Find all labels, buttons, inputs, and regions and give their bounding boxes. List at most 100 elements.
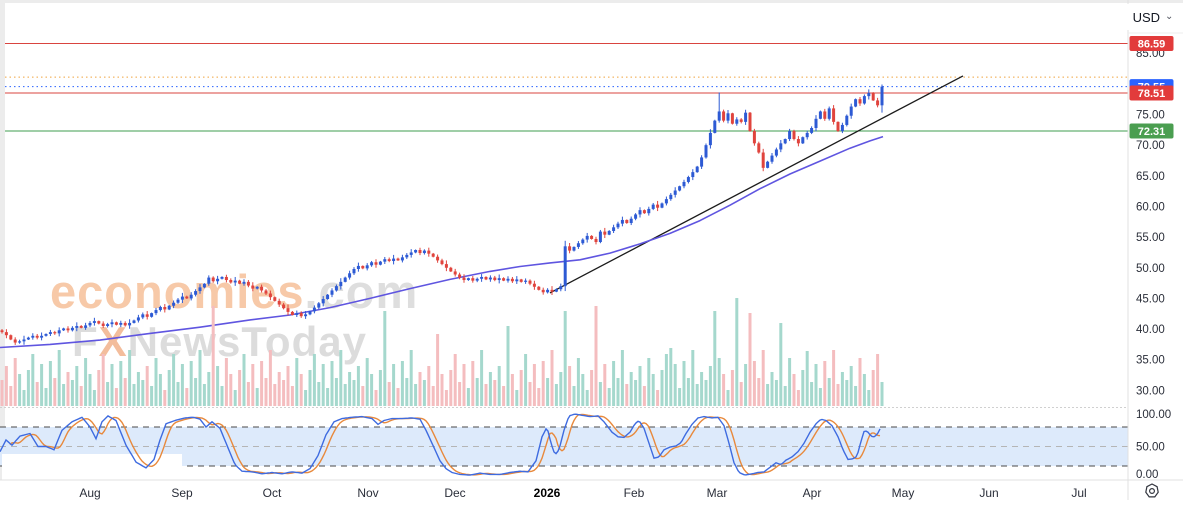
volume-bar <box>211 306 215 406</box>
candle-body <box>449 267 453 272</box>
volume-bar <box>836 384 840 406</box>
volume-bar <box>330 361 334 406</box>
candle-body <box>290 311 294 315</box>
candle-body <box>339 281 343 287</box>
candle-body <box>810 128 814 133</box>
candle-body <box>594 238 598 243</box>
candle-body <box>867 93 871 97</box>
candle-body <box>664 199 668 204</box>
volume-bar <box>440 374 444 406</box>
volume-bar <box>255 388 259 406</box>
price-badge <box>1129 85 1174 101</box>
candle-body <box>176 299 180 303</box>
candle-body <box>554 289 558 292</box>
candle-body <box>167 305 171 310</box>
x-axis-label-aug[interactable]: Aug <box>79 486 100 500</box>
volume-bar <box>154 358 158 406</box>
volume-bar <box>378 370 382 406</box>
candle-body <box>277 300 281 305</box>
x-axis-label-dec[interactable]: Dec <box>444 486 465 500</box>
volume-bar <box>57 350 61 406</box>
volume-bar <box>625 384 629 406</box>
candle-body <box>475 278 479 281</box>
volume-bar <box>356 366 360 406</box>
price-tick-label: 75.00 <box>1136 110 1165 122</box>
candle-body <box>427 250 431 254</box>
x-axis-label-nov[interactable]: Nov <box>357 486 378 500</box>
candle-body <box>845 115 849 125</box>
settings-gear-icon[interactable] <box>1143 483 1161 499</box>
volume-bar <box>396 388 400 406</box>
left-edge <box>0 0 5 480</box>
candle-body <box>194 291 198 295</box>
candle-body <box>35 335 39 338</box>
candle-body <box>44 333 48 336</box>
candle-body <box>814 118 818 129</box>
candle-body <box>647 208 651 214</box>
x-axis-label-may[interactable]: May <box>892 486 915 500</box>
volume-bar <box>739 382 743 406</box>
volume-bar <box>590 370 594 406</box>
candle-body <box>334 286 338 291</box>
volume-bar <box>308 370 312 406</box>
candle-body <box>295 313 299 315</box>
volume-bar <box>682 361 686 406</box>
candle-body <box>48 332 52 334</box>
price-badge-label: 72.31 <box>1138 126 1166 138</box>
candle-body <box>444 264 448 268</box>
trendline[interactable] <box>549 75 964 294</box>
x-axis-label-mar[interactable]: Mar <box>707 486 728 500</box>
volume-bar <box>792 374 796 406</box>
candle-body <box>876 100 880 106</box>
volume-bar <box>541 361 545 406</box>
volume-bar <box>123 378 127 406</box>
candle-body <box>224 276 228 281</box>
candle-body <box>348 273 352 278</box>
candle-body <box>356 265 360 269</box>
volume-bar <box>119 361 123 406</box>
currency-dropdown[interactable]: USD ⌄ <box>1127 4 1179 30</box>
volume-bar <box>669 348 673 406</box>
candle-body <box>251 285 255 289</box>
candle-body <box>519 279 523 282</box>
price-tick-label: 60.00 <box>1136 201 1165 213</box>
candle-body <box>453 271 457 275</box>
volume-bar <box>774 380 778 406</box>
candle-body <box>216 278 220 282</box>
volume-bar <box>497 366 501 406</box>
volume-bar <box>664 354 668 406</box>
volume-bar <box>603 364 607 406</box>
candle-body <box>704 145 708 158</box>
volume-bar <box>880 382 884 406</box>
candle-body <box>392 258 396 262</box>
volume-bar <box>449 370 453 406</box>
x-axis-label-2026[interactable]: 2026 <box>534 486 561 500</box>
x-axis-label-jul[interactable]: Jul <box>1071 486 1086 500</box>
candle-body <box>418 249 422 254</box>
x-axis-label-oct[interactable]: Oct <box>263 486 282 500</box>
candle-body <box>141 314 145 318</box>
volume-bar <box>801 370 805 406</box>
volume-bar <box>128 350 132 406</box>
candle-body <box>634 214 638 219</box>
volume-bar <box>409 350 413 406</box>
candle-body <box>524 280 528 282</box>
x-axis-label-apr[interactable]: Apr <box>803 486 822 500</box>
candle-body <box>849 106 853 116</box>
volume-bar <box>343 384 347 406</box>
candle-body <box>686 177 690 182</box>
x-axis-label-jun[interactable]: Jun <box>979 486 998 500</box>
candle-body <box>466 278 470 281</box>
candle-body <box>788 131 792 140</box>
x-axis-label-sep[interactable]: Sep <box>171 486 193 500</box>
volume-bar <box>220 386 224 406</box>
volume-bar <box>722 374 726 406</box>
x-axis-label-feb[interactable]: Feb <box>624 486 645 500</box>
candle-body <box>695 166 699 173</box>
volume-bar <box>515 390 519 406</box>
volume-bar <box>647 358 651 406</box>
volume-bar <box>84 358 88 406</box>
candle-body <box>576 243 580 247</box>
volume-bar <box>757 378 761 406</box>
